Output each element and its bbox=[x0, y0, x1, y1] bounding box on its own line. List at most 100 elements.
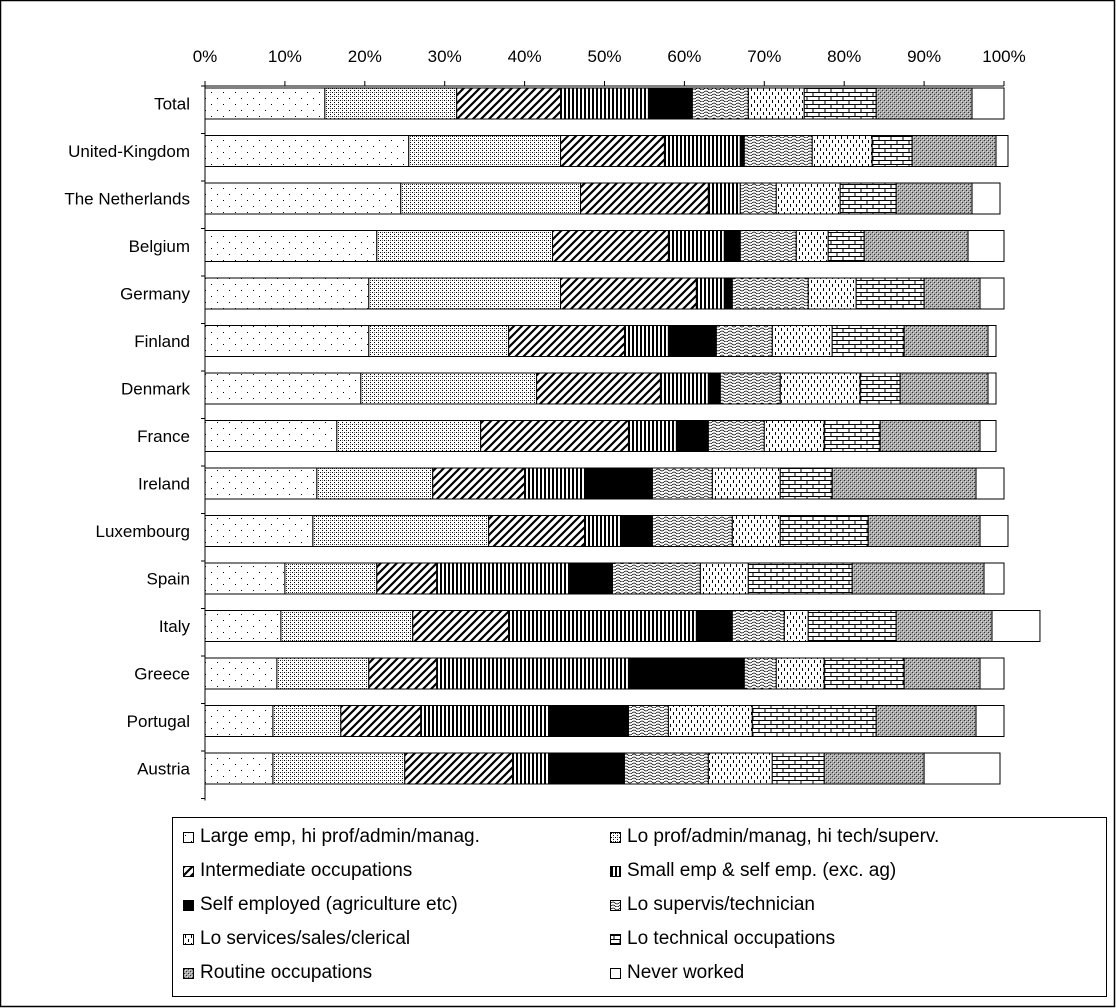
bar-segment bbox=[204, 420, 338, 452]
bar-segment bbox=[659, 372, 709, 405]
legend-item: Small emp & self emp. (exc. ag) bbox=[610, 860, 896, 882]
legend-item: Lo supervis/technician bbox=[610, 894, 815, 916]
bar-segment bbox=[827, 230, 865, 262]
x-tick-label: 70% bbox=[747, 47, 781, 66]
bar-segment bbox=[667, 325, 717, 357]
bar-segment bbox=[875, 87, 973, 120]
x-tick-label: 80% bbox=[827, 47, 861, 66]
bar-segment bbox=[743, 657, 777, 690]
bar-segment bbox=[619, 515, 653, 547]
bar-segment bbox=[276, 657, 370, 690]
bar-segment bbox=[512, 752, 550, 785]
bar-segment bbox=[368, 325, 510, 357]
category-label: France bbox=[137, 427, 190, 446]
bar-segment bbox=[879, 420, 981, 452]
bar-segment bbox=[779, 467, 833, 500]
legend-swatch bbox=[610, 933, 621, 945]
bar-segment bbox=[739, 230, 797, 262]
bar-segment bbox=[731, 515, 781, 547]
bar-segment bbox=[488, 515, 586, 547]
bar-segment bbox=[667, 230, 725, 262]
bar-segment bbox=[875, 705, 977, 737]
bar-segment bbox=[580, 182, 709, 215]
legend-swatch bbox=[183, 899, 194, 911]
bar-segment bbox=[979, 515, 1009, 547]
bar-segment bbox=[204, 277, 370, 310]
bar-segment bbox=[280, 610, 414, 642]
x-tick-label: 40% bbox=[508, 47, 542, 66]
x-tick-label: 20% bbox=[348, 47, 382, 66]
legend-label: Routine occupations bbox=[200, 962, 373, 983]
bar-segment bbox=[204, 135, 410, 167]
bar-segment bbox=[771, 325, 833, 357]
category-label: Italy bbox=[159, 617, 191, 636]
bar-segment bbox=[560, 87, 649, 120]
bar-segment bbox=[911, 135, 997, 167]
legend-label: Small emp & self emp. (exc. ag) bbox=[627, 860, 897, 881]
bar-segment bbox=[584, 467, 653, 500]
bar-segment bbox=[979, 277, 1005, 310]
bar-segment bbox=[751, 705, 877, 737]
bar-segment bbox=[775, 182, 841, 215]
legend-label: Lo supervis/technician bbox=[627, 894, 815, 915]
bar-segment bbox=[340, 705, 422, 737]
bar-segment bbox=[731, 610, 785, 642]
bar-segment bbox=[204, 182, 402, 215]
bar-segment bbox=[204, 752, 274, 785]
bar-segment bbox=[779, 372, 861, 405]
bar-segment bbox=[975, 705, 1005, 737]
bar-segment bbox=[895, 182, 973, 215]
bar-segment bbox=[823, 657, 905, 690]
bar-segment bbox=[204, 705, 274, 737]
bar-segment bbox=[739, 182, 777, 215]
bar-segment bbox=[627, 657, 745, 690]
bar-segment bbox=[971, 87, 1005, 120]
bar-segment bbox=[995, 135, 1009, 167]
bar-segment bbox=[979, 657, 1005, 690]
bar-segment bbox=[707, 752, 773, 785]
legend-item: Lo services/sales/clerical bbox=[183, 928, 410, 950]
bar-segment bbox=[967, 230, 1005, 262]
bar-segment bbox=[368, 277, 562, 310]
bar-segment bbox=[783, 610, 809, 642]
legend-swatch bbox=[183, 967, 194, 979]
bar-segment bbox=[312, 515, 490, 547]
bar-segment bbox=[316, 467, 434, 500]
bar-segment bbox=[568, 562, 613, 595]
bar-segment bbox=[731, 277, 809, 310]
bar-segment bbox=[851, 562, 985, 595]
legend: Large emp, hi prof/admin/manag. Lo prof/a… bbox=[172, 817, 1107, 997]
category-label: Total bbox=[154, 95, 190, 114]
bar-segment bbox=[823, 420, 881, 452]
bar-segment bbox=[747, 562, 853, 595]
legend-swatch bbox=[610, 831, 621, 843]
bar-segment bbox=[548, 752, 625, 785]
bar-segment bbox=[204, 610, 282, 642]
bar-segment bbox=[795, 230, 829, 262]
bar-segment bbox=[272, 705, 342, 737]
bar-segment bbox=[560, 135, 665, 167]
bar-segment bbox=[987, 372, 997, 405]
bar-segment bbox=[412, 610, 510, 642]
bar-segment bbox=[368, 657, 438, 690]
bar-segment bbox=[420, 705, 550, 737]
category-label: Ireland bbox=[138, 475, 190, 494]
bar-segment bbox=[807, 610, 897, 642]
bar-segment bbox=[839, 182, 897, 215]
bar-segment bbox=[675, 420, 709, 452]
bar-segment bbox=[991, 610, 1041, 642]
x-tick-label: 30% bbox=[428, 47, 462, 66]
bar-segment bbox=[204, 515, 314, 547]
bar-segment bbox=[903, 325, 989, 357]
bar-segment bbox=[376, 562, 438, 595]
bar-segment bbox=[432, 467, 526, 500]
bar-segment bbox=[376, 230, 554, 262]
bar-segment bbox=[831, 467, 977, 500]
bar-segment bbox=[667, 705, 753, 737]
x-tick-label: 90% bbox=[907, 47, 941, 66]
bar-segment bbox=[560, 277, 697, 310]
legend-item: Lo prof/admin/manag, hi tech/superv. bbox=[610, 826, 939, 848]
bar-segment bbox=[691, 87, 749, 120]
bar-segment bbox=[895, 610, 993, 642]
